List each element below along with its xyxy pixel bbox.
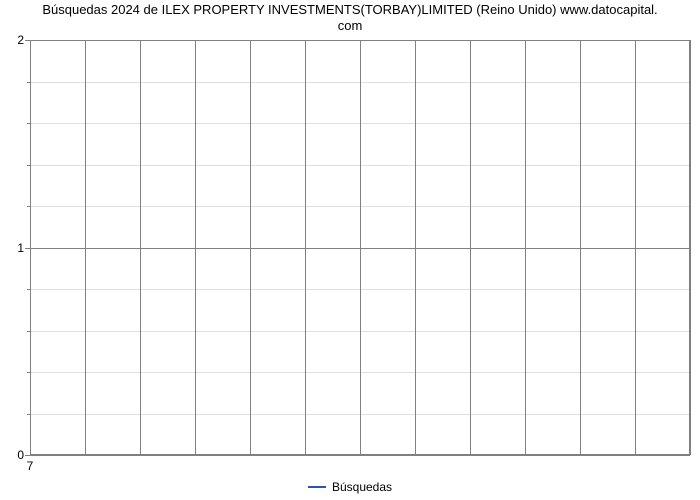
legend-label: Búsquedas xyxy=(332,480,392,494)
ytick-label: 2 xyxy=(17,33,30,47)
gridline-v-major xyxy=(305,40,306,455)
gridline-v-major xyxy=(140,40,141,455)
gridline-v-major xyxy=(250,40,251,455)
gridline-v-major xyxy=(360,40,361,455)
chart-title: Búsquedas 2024 de ILEX PROPERTY INVESTME… xyxy=(0,2,700,35)
xtick-label: 7 xyxy=(27,455,34,473)
gridline-v-major xyxy=(30,40,31,455)
gridline-v-major xyxy=(690,40,691,455)
legend-item-busquedas: Búsquedas xyxy=(308,480,392,494)
gridline-v-major xyxy=(415,40,416,455)
gridline-v-major xyxy=(470,40,471,455)
chart-title-line1: Búsquedas 2024 de ILEX PROPERTY INVESTME… xyxy=(42,2,657,17)
ytick-label: 1 xyxy=(17,241,30,255)
gridline-v-major xyxy=(635,40,636,455)
gridline-v-major xyxy=(580,40,581,455)
chart-title-line2: com xyxy=(338,18,363,33)
gridline-v-major xyxy=(525,40,526,455)
legend-swatch-icon xyxy=(308,486,326,488)
plot-area: 0127 xyxy=(30,40,690,455)
plot-grid: 0127 xyxy=(30,40,690,455)
legend: Búsquedas xyxy=(0,477,700,494)
gridline-h-major xyxy=(30,455,690,456)
gridline-v-major xyxy=(195,40,196,455)
gridline-v-major xyxy=(85,40,86,455)
